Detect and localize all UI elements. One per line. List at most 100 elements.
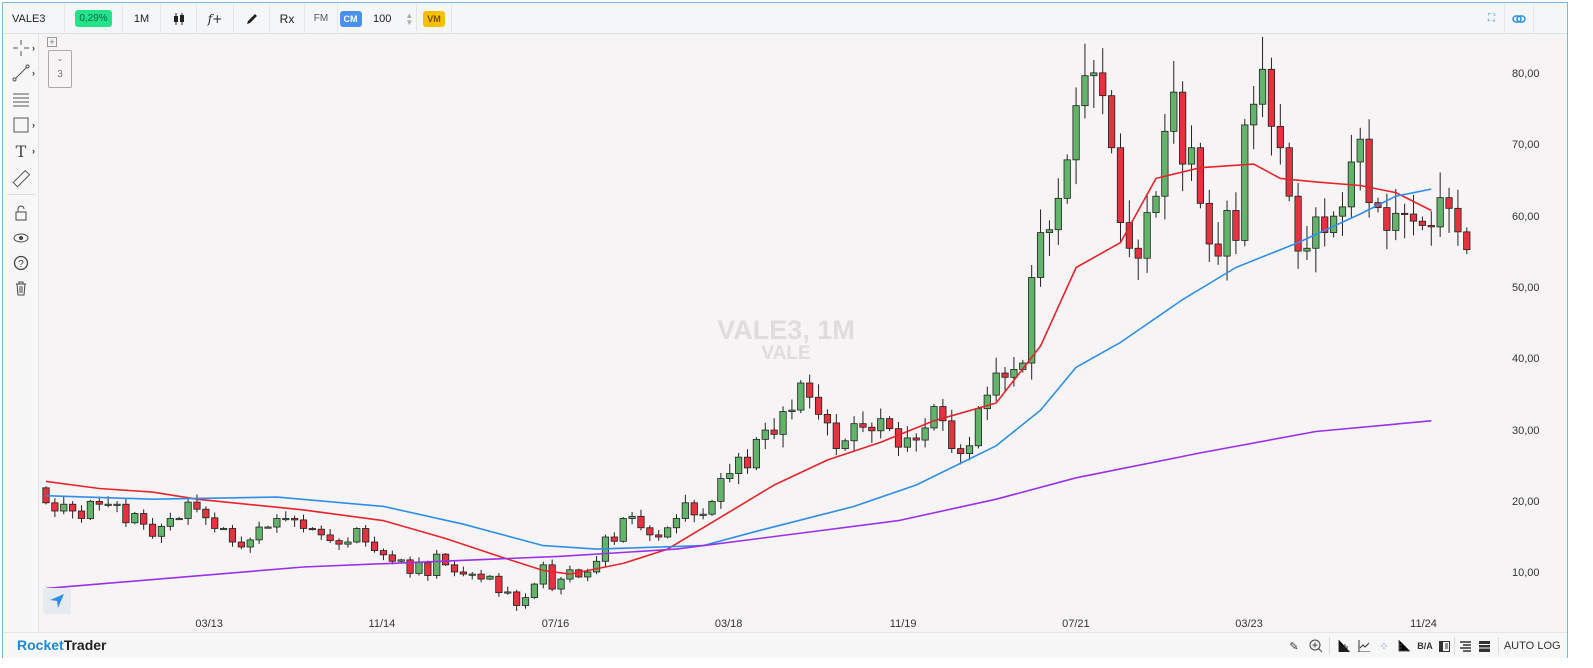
- zoom-in-icon[interactable]: [1307, 638, 1325, 654]
- candle-up: [877, 418, 885, 432]
- help-icon[interactable]: ?: [11, 253, 31, 273]
- area-chart-icon[interactable]: [1356, 638, 1372, 654]
- brand-logo: RocketTrader: [17, 637, 107, 653]
- volume-bars-icon[interactable]: [1336, 638, 1352, 654]
- candle-up: [273, 518, 281, 528]
- rectangle-icon[interactable]: [11, 115, 31, 135]
- candle-up: [1090, 72, 1098, 77]
- fm-button[interactable]: FM: [305, 3, 338, 34]
- candle-down: [1463, 231, 1471, 251]
- y-tick-label: 20,00: [1512, 495, 1540, 508]
- candle-up: [761, 429, 769, 440]
- candle-up: [157, 525, 166, 537]
- interval-button[interactable]: 1M: [123, 3, 161, 34]
- candle-down: [894, 428, 903, 448]
- stepper-arrows-icon[interactable]: ▲ ▼: [405, 10, 414, 27]
- candle-up: [903, 437, 911, 448]
- symbol-label: VALE3: [12, 12, 46, 25]
- reset-button[interactable]: Rx: [270, 3, 305, 34]
- x-tick-label: 11/24: [1410, 618, 1437, 630]
- candle-up: [539, 564, 547, 585]
- chevron-right-icon[interactable]: ›: [32, 68, 35, 78]
- ruler-icon[interactable]: [11, 169, 31, 189]
- candle-down: [51, 502, 59, 512]
- positions-list-icon[interactable]: [1477, 638, 1491, 654]
- fullscreen-icon[interactable]: ⛶: [1488, 13, 1495, 24]
- candle-up: [1143, 212, 1151, 259]
- candle-up: [1392, 212, 1400, 231]
- candle-up: [282, 518, 290, 521]
- pane-collapse-widget[interactable]: ⌄ 3: [48, 50, 72, 88]
- candle-up: [468, 573, 476, 576]
- candle-up: [344, 541, 352, 545]
- candle-up: [584, 571, 592, 578]
- candle-down: [370, 541, 379, 551]
- measure-icon[interactable]: ✎: [1289, 640, 1299, 653]
- axis-icon[interactable]: [1396, 638, 1412, 654]
- footer-divider: [1454, 637, 1455, 655]
- watermark-title: VALE3, 1M: [717, 315, 855, 345]
- bar-count-stepper[interactable]: 100 ▲ ▼: [365, 3, 417, 34]
- cm-button[interactable]: CM: [338, 3, 363, 34]
- candle-down: [1401, 212, 1409, 215]
- candle-down: [326, 534, 334, 541]
- price-axis[interactable]: 10,00 20,00 30,00 40,00 50,00 60,00 70,00 80,00: [1500, 34, 1568, 614]
- symbol-selector[interactable]: VALE3: [3, 3, 65, 34]
- candle-up: [415, 562, 423, 574]
- crosshair-icon[interactable]: [11, 38, 31, 58]
- text-icon[interactable]: T: [15, 141, 27, 161]
- candle-up: [1010, 369, 1018, 378]
- candle-up: [592, 560, 601, 573]
- candle-down: [1445, 197, 1453, 209]
- horizontal-lines-icon[interactable]: [11, 89, 31, 109]
- eye-icon[interactable]: [11, 228, 31, 248]
- candle-down: [743, 456, 752, 469]
- lock-icon[interactable]: [11, 203, 31, 223]
- candle-up: [255, 526, 263, 541]
- candle-up: [530, 583, 539, 599]
- candle-down: [1276, 125, 1284, 149]
- y-tick-label: 80,00: [1512, 68, 1540, 80]
- moving-average-fast: [45, 163, 1432, 575]
- vm-label: VM: [423, 10, 445, 27]
- bid-ask-button[interactable]: B/A: [1417, 641, 1433, 651]
- add-pane-button[interactable]: +: [47, 37, 57, 47]
- candle-up: [1250, 103, 1258, 126]
- x-tick-label: 03/13: [195, 618, 223, 630]
- chevron-right-icon[interactable]: ›: [32, 120, 35, 130]
- candle-up: [841, 440, 849, 450]
- trendline-icon[interactable]: [11, 63, 31, 83]
- indicators-button[interactable]: f+: [197, 3, 234, 34]
- candle-down: [1179, 91, 1187, 165]
- auto-scale-button[interactable]: AUTO: [1503, 640, 1535, 652]
- trash-icon[interactable]: [11, 278, 31, 298]
- chart-type-button[interactable]: [161, 3, 197, 34]
- candle-down: [1214, 243, 1222, 257]
- candle-down: [202, 508, 210, 519]
- candle-down: [548, 564, 556, 590]
- candle-down: [1321, 216, 1329, 233]
- toolbar-divider: [7, 194, 35, 195]
- candle-down: [362, 528, 370, 543]
- candle-down: [610, 536, 618, 542]
- orders-list-icon[interactable]: [1458, 638, 1472, 654]
- price-chart[interactable]: [3, 3, 1567, 632]
- grid-dots-icon[interactable]: ⁘: [1379, 640, 1389, 653]
- navigate-button[interactable]: [43, 588, 71, 614]
- book-panel-icon[interactable]: [1437, 638, 1451, 654]
- candle-down: [1427, 225, 1435, 228]
- chevron-right-icon[interactable]: ›: [32, 43, 35, 53]
- vm-button[interactable]: VM: [417, 3, 452, 34]
- link-icon[interactable]: [1504, 3, 1534, 34]
- chevron-right-icon[interactable]: ›: [32, 146, 35, 156]
- candle-down: [1365, 138, 1373, 204]
- candle-down: [513, 591, 521, 606]
- draw-button[interactable]: [234, 3, 270, 34]
- candle-up: [1054, 197, 1062, 231]
- log-scale-button[interactable]: LOG: [1537, 640, 1561, 652]
- candle-down: [1409, 213, 1418, 222]
- candle-down: [148, 523, 157, 537]
- candle-up: [788, 409, 796, 412]
- bar-count-value: 100: [373, 12, 392, 25]
- candle-down: [1125, 222, 1133, 249]
